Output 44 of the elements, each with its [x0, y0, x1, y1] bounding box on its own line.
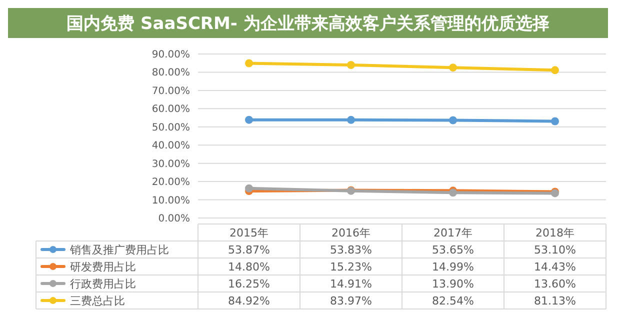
data-label: 14.91%	[330, 277, 372, 290]
data-label: 53.83%	[330, 243, 372, 256]
y-tick-label: 0.00%	[158, 214, 190, 224]
chart-title: 国内免费 SaaSCRM- 为企业带来高效客户关系管理的优质选择	[66, 14, 550, 34]
data-label: 82.54%	[432, 294, 474, 308]
data-label: 53.65%	[432, 243, 474, 256]
point	[245, 184, 253, 192]
point	[245, 59, 253, 68]
data-label: 53.10%	[534, 243, 576, 256]
data-label: 83.97%	[330, 294, 372, 308]
point	[551, 117, 559, 126]
data-label: 14.80%	[228, 260, 270, 274]
y-tick-label: 50.00%	[152, 122, 190, 134]
legend-label: 行政费用占比	[70, 277, 136, 290]
legend-label: 研发费用占比	[70, 260, 136, 274]
point	[347, 116, 355, 124]
data-label: 15.23%	[330, 260, 372, 274]
y-tick-label: 20.00%	[152, 177, 190, 188]
point	[245, 116, 253, 124]
data-label: 84.92%	[228, 294, 270, 308]
y-tick-label: 70.00%	[152, 86, 190, 97]
data-label: 53.87%	[228, 243, 270, 256]
y-tick-label: 90.00%	[152, 50, 190, 60]
y-tick-label: 30.00%	[152, 158, 190, 170]
data-label: 13.60%	[534, 277, 576, 290]
x-tick-label: 2018年	[536, 226, 574, 240]
data-label: 16.25%	[228, 277, 270, 290]
x-tick-label: 2017年	[434, 226, 472, 240]
legend-label: 三费总占比	[70, 294, 125, 308]
data-label: 81.13%	[534, 294, 576, 308]
data-label: 14.43%	[534, 260, 576, 274]
y-tick-label: 40.00%	[152, 140, 190, 152]
x-tick-label: 2015年	[230, 226, 268, 240]
point	[449, 64, 457, 72]
x-tick-label: 2016年	[332, 226, 370, 240]
data-label: 13.90%	[432, 277, 474, 290]
point	[347, 60, 355, 69]
y-tick-label: 10.00%	[152, 195, 190, 206]
data-label: 14.99%	[432, 260, 474, 274]
point	[551, 66, 559, 74]
y-tick-label: 80.00%	[152, 68, 190, 79]
legend-label: 销售及推广费用占比	[69, 243, 169, 256]
y-tick-label: 60.00%	[152, 104, 190, 116]
point	[449, 116, 457, 124]
